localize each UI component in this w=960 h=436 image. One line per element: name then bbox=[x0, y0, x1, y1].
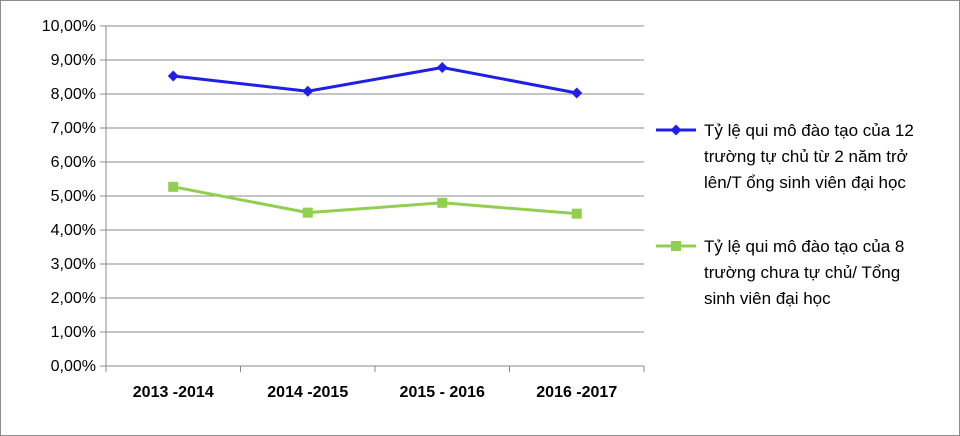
y-tick-label: 2,00% bbox=[51, 290, 96, 307]
data-point bbox=[571, 87, 583, 99]
legend-swatch-marker bbox=[671, 241, 681, 251]
legend-label-line: Tỷ lệ qui mô đào tạo của 12 bbox=[704, 121, 914, 140]
y-tick-label: 8,00% bbox=[51, 86, 96, 103]
series-group bbox=[167, 61, 583, 219]
x-tick-label: 2014 -2015 bbox=[267, 384, 348, 401]
data-point bbox=[436, 61, 448, 73]
y-tick-label: 0,00% bbox=[51, 358, 96, 375]
y-tick-label: 3,00% bbox=[51, 256, 96, 273]
y-tick-label: 10,00% bbox=[42, 18, 96, 35]
y-tick-label: 5,00% bbox=[51, 188, 96, 205]
data-point bbox=[168, 181, 179, 192]
y-tick-label: 6,00% bbox=[51, 154, 96, 171]
data-point bbox=[302, 207, 313, 218]
data-point bbox=[167, 70, 179, 82]
legend: Tỷ lệ qui mô đào tạo của 12 trường tự chủ… bbox=[656, 121, 914, 308]
y-tick-labels: 0,00% 1,00% 2,00% 3,00% 4,00% 5,00% 6,00% 7,00%… bbox=[42, 18, 96, 375]
x-tick-label: 2015 - 2016 bbox=[400, 384, 486, 401]
series-1 bbox=[167, 61, 583, 99]
y-tick-label: 1,00% bbox=[51, 324, 96, 341]
legend-label-line: trường tự chủ từ 2 năm trở bbox=[704, 147, 908, 166]
data-point bbox=[302, 85, 314, 97]
x-tick-label: 2013 -2014 bbox=[133, 384, 214, 401]
legend-entry-1: Tỷ lệ qui mô đào tạo của 12 trường tự chủ… bbox=[656, 121, 914, 192]
y-tick-label: 7,00% bbox=[51, 120, 96, 137]
x-tick-label: 2016 -2017 bbox=[536, 384, 617, 401]
legend-swatch-marker bbox=[670, 124, 682, 136]
legend-label-line: lên/T ổng sinh viên đại học bbox=[704, 173, 906, 192]
axes bbox=[100, 25, 645, 372]
y-tick-label: 4,00% bbox=[51, 222, 96, 239]
data-point bbox=[571, 208, 582, 219]
gridlines bbox=[106, 25, 644, 333]
series-line bbox=[172, 185, 577, 216]
legend-label-line: sinh viên đại học bbox=[704, 289, 831, 308]
x-tick-labels: 2013 -2014 2014 -2015 2015 - 2016 2016 -201… bbox=[133, 384, 618, 401]
y-tick-label: 9,00% bbox=[51, 52, 96, 69]
legend-label-line: Tỷ lệ qui mô đào tạo của 8 bbox=[704, 237, 904, 256]
legend-label-line: trường chưa tự chủ/ Tổng bbox=[704, 263, 900, 282]
legend-entry-2: Tỷ lệ qui mô đào tạo của 8 trường chưa tự… bbox=[656, 237, 904, 308]
data-point bbox=[437, 197, 448, 208]
series-line bbox=[173, 65, 578, 95]
series-2 bbox=[168, 181, 582, 219]
